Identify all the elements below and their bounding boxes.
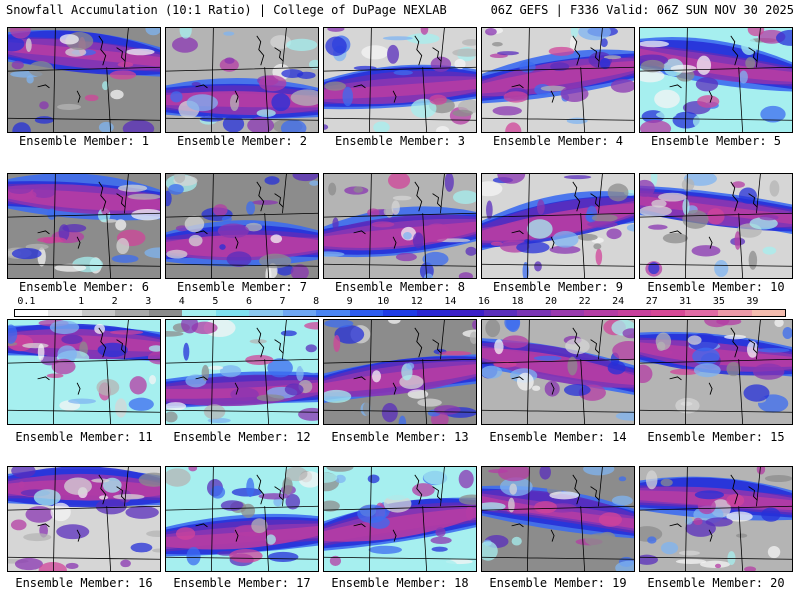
colorbar-tick-label: 22: [578, 296, 591, 307]
ensemble-member-label: Ensemble Member: 15: [647, 430, 785, 444]
snowfall-map-panel: [639, 173, 793, 279]
colorbar-tick-label: 31: [679, 296, 692, 307]
snowfall-map-panel: [481, 466, 635, 572]
ensemble-member-label: Ensemble Member: 5: [650, 134, 782, 148]
colorbar-swatch: [148, 310, 183, 316]
colorbar-swatch: [215, 310, 250, 316]
colorbar-tick-label: 27: [645, 296, 658, 307]
colorbar-swatch: [584, 310, 618, 316]
snowfall-map-panel: [7, 173, 161, 279]
snowfall-map-panel: [165, 27, 319, 133]
colorbar-swatch: [115, 310, 149, 316]
snowfall-map-panel: [323, 319, 477, 425]
colorbar-swatch: [416, 310, 451, 316]
snowfall-map-panel: [481, 173, 635, 279]
snowfall-map-panel: [481, 27, 635, 133]
valid-time: 06Z GEFS | F336 Valid: 06Z SUN NOV 30 20…: [490, 3, 794, 17]
colorbar-swatch: [751, 310, 786, 316]
colorbar-swatch: [249, 310, 283, 316]
ensemble-member-label: Ensemble Member: 7: [176, 280, 308, 294]
snowfall-map-panel: [165, 466, 319, 572]
snowfall-map-panel: [481, 319, 635, 425]
colorbar-tick-label: 1: [78, 296, 85, 307]
ensemble-member-label: Ensemble Member: 4: [492, 134, 624, 148]
ensemble-member-label: Ensemble Member: 11: [15, 430, 153, 444]
colorbar-tick-label: 14: [444, 296, 457, 307]
colorbar-swatch: [349, 310, 384, 316]
colorbar-swatch: [48, 310, 82, 316]
colorbar-swatch: [718, 310, 752, 316]
colorbar-swatch: [483, 310, 518, 316]
ensemble-member-label: Ensemble Member: 13: [331, 430, 469, 444]
ensemble-member-label: Ensemble Member: 10: [647, 280, 785, 294]
ensemble-member-label: Ensemble Member: 14: [489, 430, 627, 444]
ensemble-member-label: Ensemble Member: 2: [176, 134, 308, 148]
snowfall-map-panel: [639, 27, 793, 133]
snowfall-map-panel: [165, 173, 319, 279]
colorbar-tick-label: 7: [279, 296, 286, 307]
colorbar-swatch: [517, 310, 551, 316]
colorbar-ticks: 0.1 1 2 3 4 5 6 7 8 9 10 12 14 16 18 20 22 24 27 31 35 39: [14, 296, 786, 308]
snowfall-map-panel: [7, 27, 161, 133]
colorbar-swatch: [316, 310, 350, 316]
colorbar-tick-label: 9: [346, 296, 353, 307]
snowfall-map-panel: [639, 319, 793, 425]
chart-title: Snowfall Accumulation (10:1 Ratio) | Col…: [6, 3, 447, 17]
colorbar-tick-label: 16: [477, 296, 490, 307]
snowfall-map-panel: [323, 27, 477, 133]
ensemble-member-label: Ensemble Member: 19: [489, 576, 627, 590]
colorbar: [14, 309, 786, 317]
colorbar-tick-label: 18: [511, 296, 524, 307]
ensemble-member-label: Ensemble Member: 17: [173, 576, 311, 590]
ensemble-member-label: Ensemble Member: 3: [334, 134, 466, 148]
colorbar-swatch: [182, 310, 216, 316]
snowfall-map-panel: [639, 466, 793, 572]
snowfall-map-panel: [323, 173, 477, 279]
colorbar-swatch: [550, 310, 585, 316]
colorbar-tick-label: 39: [746, 296, 759, 307]
colorbar-swatch: [450, 310, 484, 316]
colorbar-swatch: [282, 310, 317, 316]
colorbar-swatch: [651, 310, 685, 316]
colorbar-tick-label: 5: [212, 296, 219, 307]
colorbar-tick-label: 8: [313, 296, 320, 307]
colorbar-swatch: [15, 310, 49, 316]
colorbar-tick-label: 4: [178, 296, 185, 307]
snowfall-map-panel: [323, 466, 477, 572]
colorbar-tick-label: 20: [545, 296, 558, 307]
colorbar-swatch: [81, 310, 116, 316]
ensemble-member-label: Ensemble Member: 12: [173, 430, 311, 444]
snowfall-map-panel: [165, 319, 319, 425]
colorbar-swatch: [684, 310, 719, 316]
ensemble-member-label: Ensemble Member: 8: [334, 280, 466, 294]
colorbar-tick-label: 12: [410, 296, 423, 307]
ensemble-member-label: Ensemble Member: 20: [647, 576, 785, 590]
ensemble-member-label: Ensemble Member: 18: [331, 576, 469, 590]
colorbar-swatch: [383, 310, 417, 316]
ensemble-member-label: Ensemble Member: 1: [18, 134, 150, 148]
colorbar-tick-label: 0.1: [17, 296, 36, 307]
colorbar-tick-label: 24: [612, 296, 625, 307]
colorbar-tick-label: 10: [377, 296, 390, 307]
colorbar-tick-label: 35: [712, 296, 725, 307]
snowfall-map-panel: [7, 319, 161, 425]
colorbar-tick-label: 6: [245, 296, 252, 307]
ensemble-member-label: Ensemble Member: 9: [492, 280, 624, 294]
colorbar-tick-label: 2: [111, 296, 118, 307]
ensemble-member-label: Ensemble Member: 16: [15, 576, 153, 590]
snowfall-map-panel: [7, 466, 161, 572]
ensemble-member-label: Ensemble Member: 6: [18, 280, 150, 294]
colorbar-swatch: [617, 310, 652, 316]
colorbar-tick-label: 3: [145, 296, 152, 307]
